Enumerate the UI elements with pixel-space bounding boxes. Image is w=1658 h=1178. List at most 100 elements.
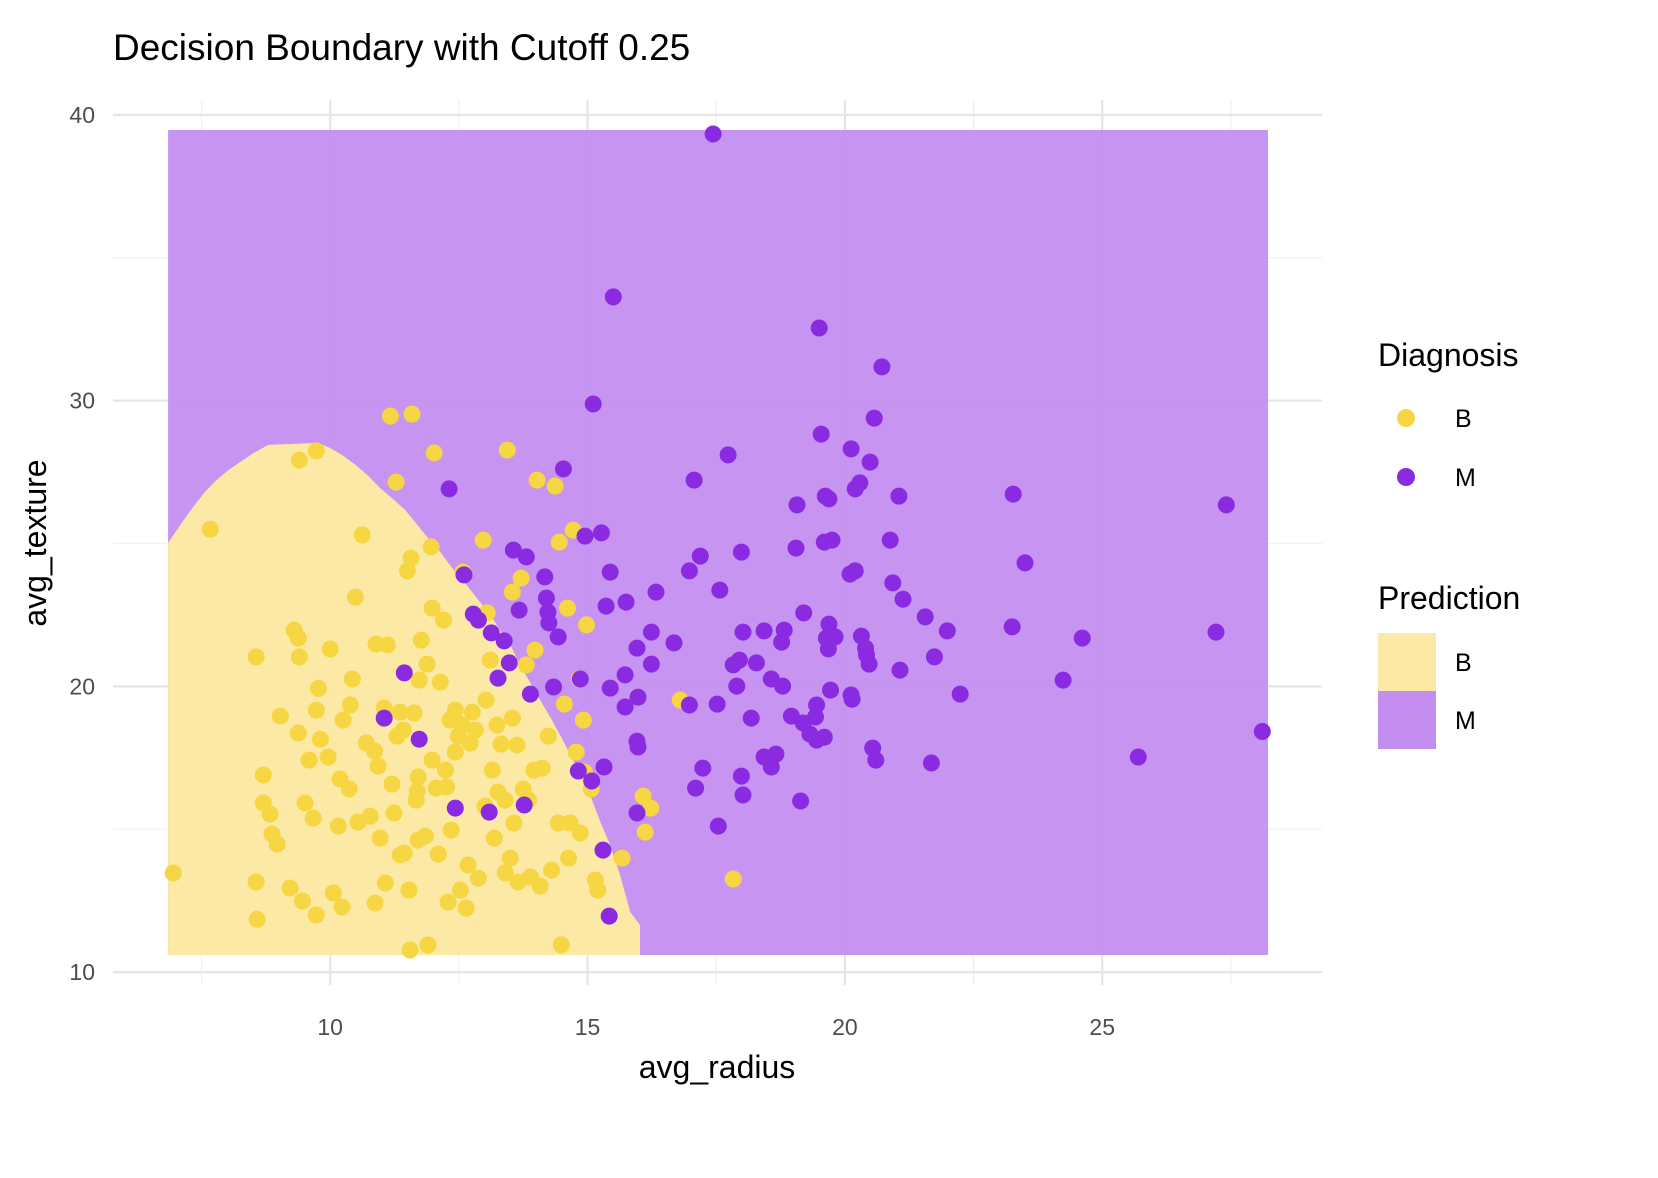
point-b [505, 814, 523, 832]
point-b [446, 743, 464, 761]
point-m [687, 779, 705, 797]
point-b [319, 748, 337, 766]
point-m [1129, 748, 1147, 766]
legend-prediction-title: Prediction [1378, 580, 1520, 616]
point-b [383, 775, 401, 793]
point-m [734, 786, 752, 804]
point-b [409, 831, 427, 849]
point-b [488, 716, 506, 734]
point-b [442, 821, 460, 839]
point-m [922, 754, 940, 772]
point-b [481, 651, 499, 669]
point-m [755, 622, 773, 640]
y-tick-label: 20 [69, 673, 95, 699]
prediction-region-b [168, 442, 640, 955]
point-m [694, 759, 712, 777]
point-m [728, 677, 746, 695]
point-b [353, 526, 371, 544]
point-m [629, 688, 647, 706]
point-b [408, 782, 426, 800]
point-m [704, 125, 722, 143]
point-b [385, 804, 403, 822]
point-b [290, 648, 308, 666]
point-b [531, 877, 549, 895]
point-b [289, 629, 307, 647]
point-m [517, 548, 535, 566]
point-m [1004, 485, 1022, 503]
point-m [469, 611, 487, 629]
point-m [890, 487, 908, 505]
x-axis-title: avg_radius [639, 1049, 796, 1085]
point-m [708, 695, 726, 713]
point-m [823, 531, 841, 549]
point-b [724, 870, 742, 888]
point-m [584, 395, 602, 413]
point-m [1253, 723, 1271, 740]
point-b [425, 444, 443, 462]
point-b [409, 768, 427, 786]
point-m [375, 709, 393, 727]
point-b [526, 641, 544, 659]
legend-diagnosis: Diagnosis B M [1378, 337, 1519, 492]
point-m [597, 597, 615, 615]
point-m [500, 654, 518, 672]
legend-diagnosis-b-key [1397, 409, 1415, 427]
point-m [495, 632, 513, 650]
point-b [439, 893, 457, 911]
point-m [440, 480, 458, 498]
point-b [394, 721, 412, 739]
point-b [391, 846, 409, 864]
point-m [665, 634, 683, 652]
point-m [482, 624, 500, 642]
point-b [567, 743, 585, 761]
point-m [510, 601, 528, 619]
y-tick-label: 10 [69, 959, 95, 985]
point-b [366, 894, 384, 912]
point-b [422, 538, 440, 556]
point-m [819, 640, 837, 658]
point-m [851, 474, 869, 492]
point-b [419, 936, 437, 954]
point-b [340, 780, 358, 798]
legend-diagnosis-b-label: B [1455, 405, 1472, 433]
point-b [401, 941, 419, 959]
point-m [709, 817, 727, 835]
x-tick-label: 25 [1089, 1014, 1115, 1040]
point-b [512, 569, 530, 587]
point-b [560, 849, 577, 867]
point-b [307, 906, 325, 924]
point-b [457, 899, 475, 917]
point-b [387, 473, 405, 491]
point-m [846, 562, 864, 580]
point-m [810, 319, 828, 337]
point-b [378, 636, 396, 654]
point-m [774, 677, 792, 695]
point-m [446, 799, 464, 817]
point-b [311, 730, 329, 748]
point-m [594, 841, 612, 859]
point-b [304, 809, 322, 827]
point-b [485, 829, 503, 847]
legend-prediction-b-key [1378, 633, 1436, 691]
point-m [1003, 618, 1021, 636]
point-m [410, 730, 428, 748]
point-b [574, 711, 592, 729]
point-m [647, 583, 665, 601]
data-points [164, 125, 1271, 959]
legend-prediction: Prediction B M [1378, 580, 1520, 749]
point-b [469, 869, 487, 887]
axis-ticks: 10 15 20 25 10 20 30 40 [69, 102, 1115, 1040]
point-m [549, 628, 567, 646]
point-m [938, 622, 956, 640]
point-m [554, 460, 572, 478]
point-m [1016, 554, 1034, 572]
point-m [480, 803, 498, 821]
point-b [309, 679, 327, 697]
point-m [642, 623, 660, 641]
point-b [321, 640, 339, 658]
point-m [521, 685, 539, 703]
point-m [395, 664, 413, 682]
point-m [884, 574, 902, 592]
point-b [446, 701, 464, 719]
point-m [604, 288, 622, 306]
